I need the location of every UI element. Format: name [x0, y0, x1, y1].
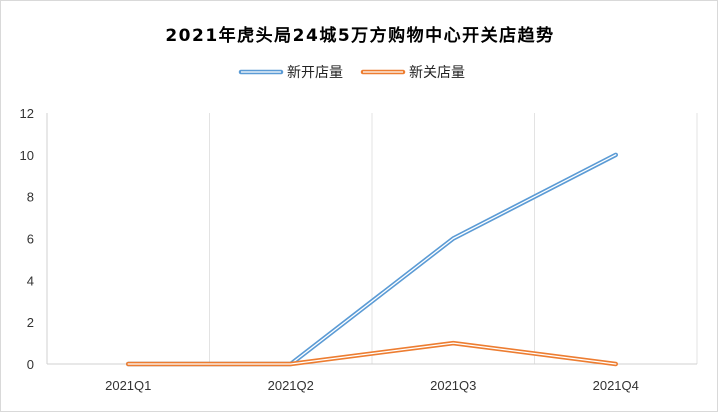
legend-item: 新开店量	[238, 65, 343, 81]
legend-item: 新关店量	[360, 65, 465, 81]
series-line-inner	[127, 342, 617, 365]
x-axis: 2021Q1 2021Q2 2021Q3 2021Q4	[47, 363, 697, 393]
x-tick-label: 2021Q2	[268, 378, 314, 393]
legend-label: 新关店量	[409, 65, 465, 81]
x-tick-label: 2021Q3	[430, 378, 476, 393]
y-tick-label: 0	[27, 357, 34, 372]
y-tick-label: 8	[27, 190, 34, 205]
y-tick-label: 12	[20, 106, 34, 121]
y-tick-label: 6	[27, 232, 34, 247]
y-tick-label: 2	[27, 315, 34, 330]
grid-lines	[209, 113, 698, 364]
chart-legend: 新开店量 新关店量	[238, 65, 465, 81]
y-tick-label: 4	[27, 273, 34, 288]
y-axis: 0 2 4 6 8 10 12	[20, 106, 48, 372]
x-tick-label: 2021Q1	[105, 378, 151, 393]
chart-title: 2021年虎头局24城5万方购物中心开关店趋势	[165, 25, 554, 46]
x-tick-label: 2021Q4	[593, 378, 639, 393]
series-lines	[126, 152, 618, 367]
series-line-2	[126, 340, 618, 367]
legend-label: 新开店量	[287, 65, 343, 81]
y-tick-label: 10	[20, 148, 34, 163]
